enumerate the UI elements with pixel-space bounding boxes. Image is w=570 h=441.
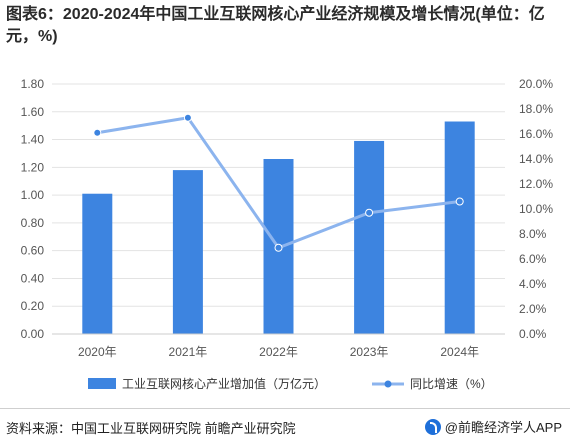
line-point — [183, 113, 192, 122]
y-right-tick-label: 18.0% — [519, 102, 553, 116]
legend-swatch-bar — [88, 378, 116, 389]
y-left-tick-label: 0.40 — [21, 271, 45, 285]
line-point — [365, 208, 374, 217]
bar-series — [82, 121, 475, 334]
chart: 0.00 0.20 0.40 0.60 0.80 1.00 1.20 1.40 1.60 1.80… — [21, 77, 554, 391]
footer: 资料来源：中国工业互联网研究院 前瞻产业研究院 @前瞻经济学人APP — [0, 408, 570, 441]
y-left-tick-label: 1.40 — [21, 133, 45, 147]
y-right-tick-label: 10.0% — [519, 202, 553, 216]
legend-label-line: 同比增速（%） — [410, 377, 493, 391]
y-left-tick-label: 0.20 — [21, 299, 45, 313]
x-tick-label: 2024年 — [440, 345, 479, 359]
grid-lines — [52, 83, 505, 307]
y-left-tick-label: 0.80 — [21, 216, 45, 230]
y-left-tick-label: 1.00 — [21, 188, 45, 202]
y-right-tick-label: 8.0% — [519, 227, 547, 241]
y-right-tick-label: 14.0% — [519, 152, 553, 166]
line-point — [455, 197, 464, 206]
legend-label-bar: 工业互联网核心产业增加值（万亿元） — [122, 376, 326, 391]
chart-title: 图表6：2020-2024年中国工业互联网核心产业经济规模及增长情况(单位：亿元… — [6, 6, 545, 45]
legend-swatch-point — [384, 380, 392, 388]
bar — [444, 121, 475, 334]
y-right-tick-label: 4.0% — [519, 277, 547, 291]
bar — [354, 140, 385, 334]
y-left-tick-label: 0.00 — [21, 327, 45, 341]
bar — [82, 193, 113, 334]
axes: 0.00 0.20 0.40 0.60 0.80 1.00 1.20 1.40 1.60 1.80… — [21, 77, 554, 359]
legend: 工业互联网核心产业增加值（万亿元） 同比增速（%） — [88, 376, 493, 391]
y-left-tick-label: 1.60 — [21, 105, 45, 119]
y-right-tick-label: 2.0% — [519, 302, 547, 316]
line-point — [93, 128, 102, 137]
bar — [172, 170, 203, 334]
y-left-tick-label: 0.60 — [21, 244, 45, 258]
line-point — [274, 243, 283, 252]
y-left-tick-label: 1.80 — [21, 77, 45, 91]
y-left-tick-label: 1.20 — [21, 160, 45, 174]
x-tick-label: 2022年 — [259, 345, 298, 359]
y-right-tick-label: 20.0% — [519, 77, 553, 91]
y-right-tick-label: 6.0% — [519, 252, 547, 266]
source-note: 资料来源：中国工业互联网研究院 前瞻产业研究院 — [6, 421, 296, 436]
y-right-tick-label: 12.0% — [519, 177, 553, 191]
y-right-tick-label: 16.0% — [519, 127, 553, 141]
x-tick-label: 2021年 — [169, 345, 208, 359]
brand: @前瞻经济学人APP — [424, 417, 562, 436]
brand-logo-icon — [424, 418, 441, 435]
brand-label: @前瞻经济学人APP — [444, 420, 562, 435]
line-series — [93, 113, 464, 252]
x-tick-label: 2023年 — [350, 345, 389, 359]
y-right-tick-label: 0.0% — [519, 327, 547, 341]
x-tick-label: 2020年 — [78, 345, 117, 359]
